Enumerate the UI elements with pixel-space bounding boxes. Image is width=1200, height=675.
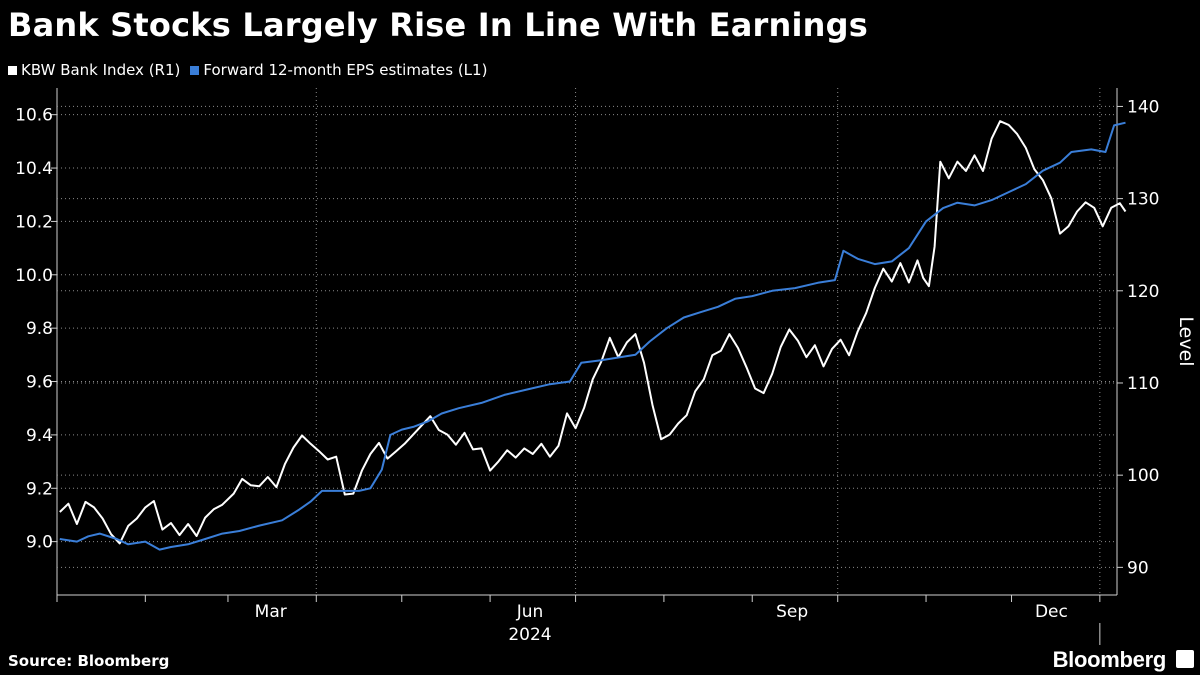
legend-label-index: KBW Bank Index (R1)	[21, 61, 181, 79]
legend: KBW Bank Index (R1) Forward 12-month EPS…	[8, 61, 487, 79]
legend-label-eps: Forward 12-month EPS estimates (L1)	[203, 61, 488, 79]
x-tick-label: Sep	[776, 602, 808, 622]
right-axis-label: Level	[1175, 316, 1197, 366]
legend-item-eps: Forward 12-month EPS estimates (L1)	[190, 61, 487, 79]
right-tick-label: 110	[1127, 374, 1159, 394]
legend-swatch-index	[8, 65, 17, 75]
brand-mark-icon	[1176, 650, 1194, 668]
legend-item-index: KBW Bank Index (R1)	[8, 61, 180, 79]
source-note: Source: Bloomberg	[8, 652, 170, 670]
left-tick-label: 9.6	[26, 373, 53, 393]
x-tick-label: Dec	[1035, 602, 1068, 622]
left-tick-label: 10.4	[15, 159, 53, 179]
brand-logo: Bloomberg	[1052, 647, 1167, 672]
x-tick-label: Jun	[516, 602, 544, 622]
left-tick-label: 9.2	[26, 479, 53, 499]
legend-swatch-eps	[190, 65, 200, 75]
left-tick-label: 9.4	[26, 426, 53, 446]
eps-series-line	[59, 121, 1126, 551]
left-tick-label: 10.2	[15, 212, 53, 232]
left-tick-label: 9.8	[26, 319, 53, 339]
right-tick-label: 140	[1127, 97, 1159, 117]
left-tick-label: 10.0	[15, 266, 53, 286]
right-tick-label: 120	[1127, 282, 1159, 302]
x-tick-label: Mar	[255, 602, 287, 622]
right-tick-label: 130	[1127, 190, 1159, 210]
right-tick-label: 100	[1127, 466, 1159, 486]
left-tick-label: 9.0	[26, 533, 53, 553]
right-tick-label: 90	[1127, 558, 1149, 578]
index-series-line	[59, 120, 1127, 545]
chart-title: Bank Stocks Largely Rise In Line With Ea…	[8, 6, 869, 44]
left-tick-label: 10.6	[15, 106, 53, 126]
x-year-label: 2024	[508, 625, 551, 645]
